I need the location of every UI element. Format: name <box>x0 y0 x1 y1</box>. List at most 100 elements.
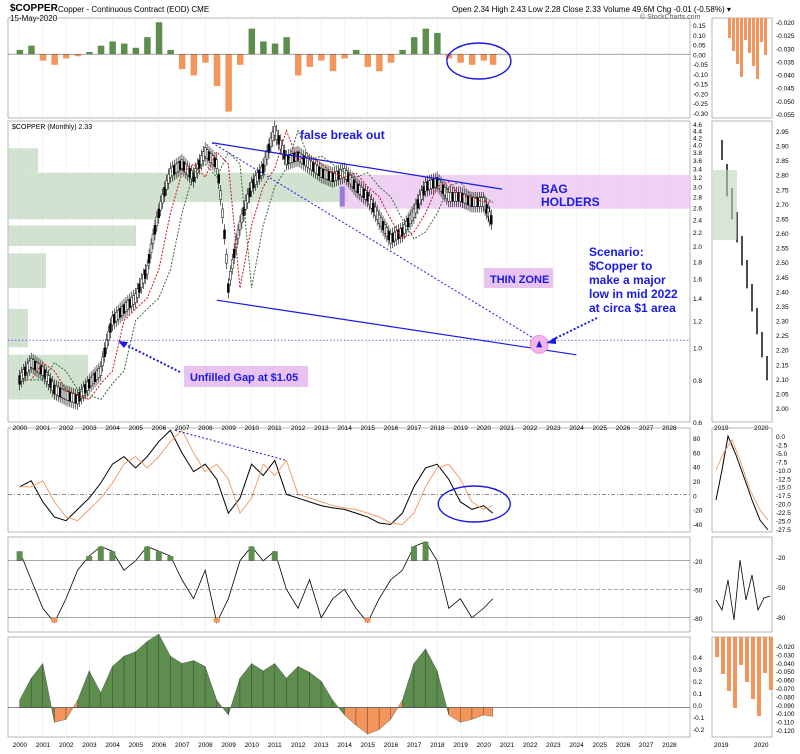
side-bottom-axis-tick: -0.050 <box>776 669 795 676</box>
x-axis-tick-mid: 2000 <box>13 425 28 432</box>
scenario-line: low in mid 2022 <box>589 287 678 301</box>
top-histogram-bar <box>16 49 24 55</box>
price-candle-body <box>163 187 166 197</box>
side-bottom-axis-tick: -0.090 <box>776 703 795 710</box>
bottom-axis-tick: 0.1 <box>693 691 702 698</box>
x-axis-tick-bottom: 2022 <box>523 742 538 749</box>
price-candle-body <box>165 180 168 190</box>
x-axis-tick-bottom: 2003 <box>82 742 97 749</box>
bottom-histogram-area <box>379 707 391 730</box>
top-histogram-bar <box>144 37 151 55</box>
side-oscillator-line <box>715 559 771 621</box>
top-histogram-bar <box>236 54 244 65</box>
top-histogram-bar <box>283 37 290 55</box>
bag-holders-zone <box>339 174 690 209</box>
oscillator-overbought <box>271 551 278 561</box>
side-x-tick-bottom: 2020 <box>754 742 769 749</box>
side-oscillator-axis-tick: -20 <box>776 555 786 562</box>
bottom-histogram-area <box>286 666 299 708</box>
side-price-axis-tick: 2.70 <box>776 202 789 209</box>
side-price-axis-tick: 2.85 <box>776 158 789 165</box>
price-axis-tick: 1.6 <box>693 277 702 284</box>
side-bottom-bar <box>763 637 767 673</box>
price-axis-tick: 1.2 <box>693 319 702 326</box>
x-axis-tick-mid: 2016 <box>384 425 399 432</box>
side-momentum-line <box>715 434 769 531</box>
price-candle-body <box>236 229 240 239</box>
side-momentum-axis-tick: -20.0 <box>776 502 791 509</box>
side-price-axis-tick: 2.55 <box>776 246 789 253</box>
top-axis-tick: -0.30 <box>693 111 708 118</box>
top-histogram-bar <box>294 54 302 76</box>
momentum-axis-tick: -40 <box>693 522 703 529</box>
x-axis-tick-mid: 2008 <box>198 425 213 432</box>
x-axis-tick-mid: 2024 <box>569 425 584 432</box>
price-axis-tick: 2.8 <box>693 195 702 202</box>
x-axis-tick-bottom: 2026 <box>616 742 631 749</box>
top-histogram-bar <box>376 54 383 72</box>
x-axis-tick-mid: 2009 <box>221 425 236 432</box>
volume-by-price <box>8 148 348 400</box>
side-top-bar <box>744 18 747 40</box>
price-candle-body <box>138 283 141 293</box>
side-vbp <box>713 170 737 240</box>
x-axis-tick-bottom: 2023 <box>546 742 561 749</box>
bottom-axis-tick: 0.3 <box>693 667 702 674</box>
x-axis-tick-mid: 2006 <box>152 425 167 432</box>
bottom-histogram-area <box>123 651 136 708</box>
side-oscillator-axis-tick: -80 <box>776 615 786 622</box>
price-axis-tick: 4.6 <box>693 122 702 129</box>
lower-trendline <box>216 299 577 356</box>
price-candle-body <box>275 130 278 140</box>
momentum-divergence <box>174 429 287 461</box>
price-candle-body <box>414 203 418 214</box>
price-candle-body <box>136 288 139 298</box>
price-candle-body <box>490 215 493 225</box>
x-axis-tick-bottom: 2019 <box>453 742 468 749</box>
bag-holders-marker <box>339 186 345 207</box>
top-axis-tick: 0.10 <box>693 33 706 40</box>
price-candle-body <box>230 259 234 269</box>
side-price-axis-tick: 2.25 <box>776 333 789 340</box>
top-histogram-bar <box>489 54 497 65</box>
target-marker <box>536 340 543 348</box>
price-candle-body <box>140 278 143 288</box>
side-momentum-axis-tick: -10.0 <box>776 468 791 475</box>
top-histogram-bar <box>457 54 464 63</box>
side-frame-price <box>711 120 773 423</box>
side-price-axis-tick: 2.45 <box>776 275 789 282</box>
bottom-axis-tick: 0.2 <box>693 679 702 686</box>
price-candle-body <box>265 150 269 160</box>
side-top-axis-tick: -0.025 <box>776 33 795 40</box>
price-candle-body <box>101 356 104 367</box>
bottom-histogram-area <box>321 680 333 708</box>
top-axis-tick: -0.20 <box>693 91 708 98</box>
scenario-line: make a major <box>589 273 666 287</box>
side-bottom-axis-tick: -0.110 <box>776 720 794 727</box>
oscillator-axis-tick: -80 <box>693 616 703 623</box>
x-axis-tick-bottom: 2010 <box>245 742 260 749</box>
top-histogram-bar <box>109 41 116 55</box>
price-candle-body <box>238 220 242 231</box>
bottom-histogram-area <box>205 666 217 708</box>
top-histogram-bar <box>271 43 279 55</box>
price-axis-tick: 4.4 <box>693 129 702 136</box>
top-histogram-bar <box>329 54 337 72</box>
top-axis-tick: -0.10 <box>693 72 708 79</box>
side-bottom-axis-tick: -0.100 <box>776 711 795 718</box>
price-axis-tick: 2.6 <box>693 206 702 213</box>
panel-frame-price <box>7 120 691 423</box>
price-candle-body <box>261 163 265 174</box>
x-axis-tick-bottom: 2001 <box>36 742 51 749</box>
price-candle-body <box>161 193 164 204</box>
price-candle-body <box>223 229 226 239</box>
price-candle-body <box>232 248 236 259</box>
panel-frame-osc <box>7 536 691 633</box>
bottom-histogram-area <box>112 655 125 708</box>
bottom-histogram-area <box>297 666 310 708</box>
credit-label: © StockCharts.com <box>640 14 701 21</box>
bottom-histogram-area <box>344 707 357 726</box>
price-axis-tick: 4.2 <box>693 135 702 142</box>
side-price-axis-tick: 2.50 <box>776 260 789 267</box>
